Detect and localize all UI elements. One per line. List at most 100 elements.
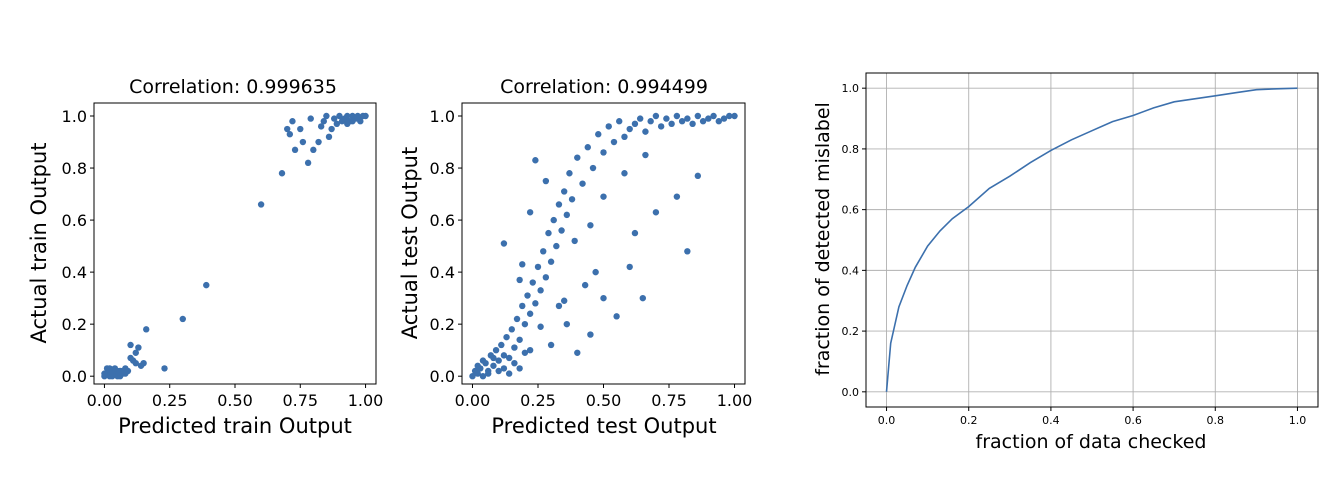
scatter-point xyxy=(684,115,691,122)
scatter-point xyxy=(558,227,565,234)
scatter-point xyxy=(542,274,550,281)
scatter-point xyxy=(689,120,696,128)
y-tick-label: 0.0 xyxy=(62,367,87,386)
scatter-point xyxy=(600,149,607,156)
scatter-point xyxy=(621,133,628,141)
scatter-point xyxy=(726,112,733,120)
scatter-point xyxy=(720,115,728,122)
x-tick-label: 1.0 xyxy=(1289,414,1307,427)
x-tick-label: 0.75 xyxy=(282,391,318,410)
scatter-point xyxy=(705,115,712,122)
scatter-point xyxy=(715,118,722,125)
scatter-point xyxy=(529,279,536,286)
scatter-point xyxy=(652,112,660,120)
scatter-point xyxy=(328,125,335,133)
scatter-point xyxy=(521,349,529,356)
scatter-point xyxy=(479,372,487,380)
scatter-point xyxy=(336,112,343,120)
x-tick-label: 0.50 xyxy=(217,391,253,410)
grid-mislabel xyxy=(866,73,1318,407)
scatter-point xyxy=(362,112,369,120)
scatter-point xyxy=(542,177,550,185)
x-tick-label: 0.0 xyxy=(878,414,896,427)
scatter-point xyxy=(304,159,312,167)
scatter-point xyxy=(526,346,534,354)
scatter-point xyxy=(600,193,607,200)
x-tick-label: 1.00 xyxy=(717,391,753,410)
scatter-point xyxy=(519,261,526,268)
scatter-point xyxy=(333,120,341,128)
scatter-point xyxy=(132,359,139,367)
scatter-point xyxy=(563,320,571,328)
scatter-point xyxy=(584,144,591,151)
scatter-point xyxy=(500,365,508,372)
x-tick-label: 0.8 xyxy=(1207,414,1225,427)
scatter-point xyxy=(731,112,738,120)
scatter-point xyxy=(587,222,594,229)
x-axis-label-train: Predicted train Output xyxy=(118,414,352,438)
y-axis-label-train: Actual train Output xyxy=(27,143,51,344)
x-tick-label: 0.25 xyxy=(520,391,556,410)
scatter-point xyxy=(710,112,717,120)
scatter-point xyxy=(652,209,660,216)
scatter-point xyxy=(325,133,333,141)
scatter-point xyxy=(526,310,534,317)
ticks-mislabel: 0.0 0.2 0.4 0.6 0.8 1.0 0.0 0.2 0.4 0.6 0.8 1.0 xyxy=(842,82,1307,427)
y-tick-label: 0.4 xyxy=(842,264,860,277)
scatter-point xyxy=(560,188,568,195)
scatter-point xyxy=(323,112,330,120)
scatter-point xyxy=(636,115,644,122)
test-correlation-scatter: Correlation: 0.994499 Predicted test Out… xyxy=(398,76,752,438)
scatter-point xyxy=(179,315,186,323)
scatter-point xyxy=(492,346,500,354)
scatter-point xyxy=(331,115,338,122)
scatter-point xyxy=(161,365,168,372)
y-tick-label: 1.0 xyxy=(842,82,860,95)
scatter-point xyxy=(479,357,487,364)
scatter-point xyxy=(344,120,351,128)
y-tick-label: 0.8 xyxy=(430,159,455,178)
scatter-point xyxy=(111,365,119,372)
scatter-point xyxy=(299,138,307,146)
scatter-point xyxy=(616,118,623,125)
scatter-point xyxy=(511,344,518,351)
scatter-point xyxy=(490,362,497,369)
scatter-point xyxy=(513,315,521,323)
lines-mislabel xyxy=(885,87,1298,392)
scatter-point xyxy=(605,123,612,130)
scatter-point xyxy=(122,370,129,377)
scatter-point xyxy=(137,362,145,369)
scatter-point xyxy=(621,170,628,177)
scatter-point xyxy=(286,131,294,138)
y-tick-label: 0.6 xyxy=(62,211,87,230)
y-tick-label: 0.4 xyxy=(62,263,87,282)
scatter-point xyxy=(537,323,544,330)
y-axis-label-test: Actual test Output xyxy=(398,147,422,339)
scatter-point xyxy=(668,120,675,128)
scatter-point xyxy=(349,118,356,125)
ticks-train: 0.00 0.25 0.50 0.75 1.00 0.0 0.2 0.4 0.6 0.8 1.0 xyxy=(62,107,384,410)
scatter-point xyxy=(579,180,586,187)
y-tick-label: 0.0 xyxy=(430,367,455,386)
x-tick-label: 0.75 xyxy=(651,391,687,410)
x-tick-label: 0.50 xyxy=(586,391,622,410)
scatter-point xyxy=(278,170,286,177)
scatter-point xyxy=(684,248,691,255)
scatter-point xyxy=(132,349,139,356)
scatter-point xyxy=(560,297,568,304)
scatter-point xyxy=(135,344,142,351)
scatter-point xyxy=(600,294,607,302)
scatter-point xyxy=(505,370,513,377)
scatter-point xyxy=(511,359,518,367)
scatter-point xyxy=(663,115,670,122)
scatter-point xyxy=(534,263,542,271)
scatter-point xyxy=(550,216,557,224)
x-tick-label: 0.6 xyxy=(1124,414,1142,427)
scatter-point xyxy=(109,372,116,380)
scatter-point xyxy=(571,237,578,245)
y-tick-label: 0.2 xyxy=(62,315,87,334)
scatter-point xyxy=(516,365,523,372)
scatter-point xyxy=(474,370,481,377)
scatter-point xyxy=(284,125,291,133)
